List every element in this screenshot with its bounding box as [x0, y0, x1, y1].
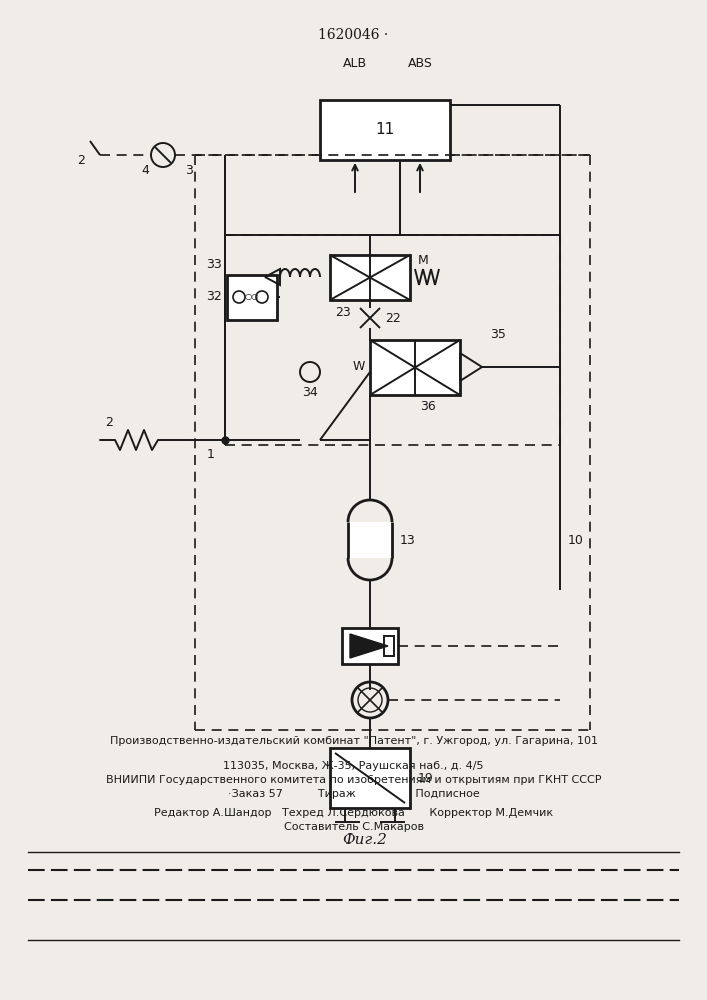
Text: 22: 22 — [385, 312, 401, 324]
Text: ALB: ALB — [343, 57, 367, 70]
Bar — [370, 340, 460, 395]
Text: M: M — [418, 253, 428, 266]
Text: 1620046 ·: 1620046 · — [318, 28, 388, 42]
Text: 4: 4 — [141, 163, 149, 176]
Polygon shape — [350, 634, 388, 658]
Text: 23: 23 — [335, 306, 351, 318]
Text: 34: 34 — [302, 385, 318, 398]
Bar — [330, 255, 410, 300]
Text: 35: 35 — [490, 328, 506, 342]
Bar — [342, 628, 398, 664]
Text: 13: 13 — [400, 534, 416, 546]
Text: 3: 3 — [185, 164, 193, 178]
Text: 10: 10 — [568, 534, 584, 546]
Text: 32: 32 — [206, 290, 222, 304]
Text: Производственно-издательский комбинат "Патент", г. Ужгород, ул. Гагарина, 101: Производственно-издательский комбинат "П… — [110, 736, 597, 746]
Text: ·Заказ 57          Тираж                 Подписное: ·Заказ 57 Тираж Подписное — [228, 789, 479, 799]
Text: ВНИИПИ Государственного комитета по изобретениям и открытиям при ГКНТ СССР: ВНИИПИ Государственного комитета по изоб… — [106, 775, 601, 785]
Bar — [227, 275, 277, 320]
Text: 2: 2 — [105, 416, 113, 428]
Text: W: W — [353, 360, 365, 373]
Text: ○○: ○○ — [245, 292, 259, 302]
Text: 1: 1 — [207, 448, 215, 462]
Text: 33: 33 — [206, 258, 222, 271]
Text: 2: 2 — [77, 153, 85, 166]
Text: 19: 19 — [418, 772, 434, 784]
Bar — [384, 636, 394, 656]
Text: 36: 36 — [420, 400, 436, 414]
Text: Фиг.2: Фиг.2 — [343, 833, 387, 847]
Bar — [320, 100, 450, 160]
Text: ABS: ABS — [407, 57, 433, 70]
Text: 11: 11 — [375, 122, 395, 137]
Text: 113035, Москва, Ж-35, Раушская наб., д. 4/5: 113035, Москва, Ж-35, Раушская наб., д. … — [223, 761, 484, 771]
Text: Редактор А.Шандор   Техред Л.Сердюкова       Корректор М.Демчик: Редактор А.Шандор Техред Л.Сердюкова Кор… — [154, 808, 553, 818]
Bar — [348, 522, 392, 558]
Text: Составитель С.Макаров: Составитель С.Макаров — [284, 822, 423, 832]
Bar — [330, 748, 410, 808]
